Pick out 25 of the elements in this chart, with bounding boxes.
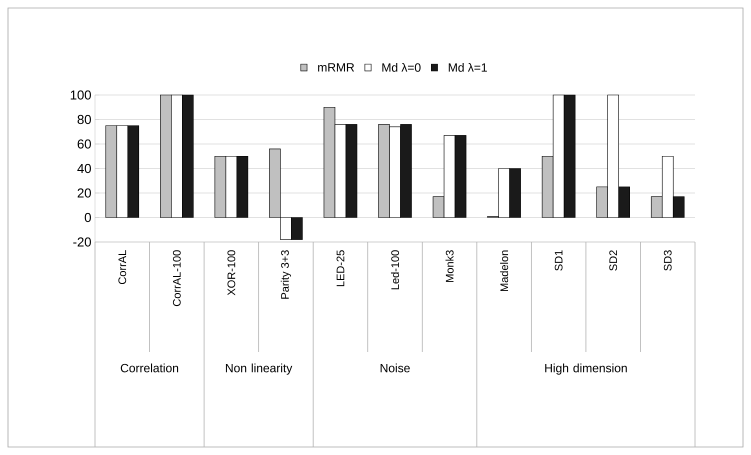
x-tick-label: CorrAL — [118, 250, 126, 284]
x-tick-label: LED-25 — [336, 250, 344, 286]
y-tick-label: 20 — [78, 188, 91, 198]
text: Non linearity — [226, 364, 292, 375]
x-tick-label: Madelon — [500, 250, 508, 292]
x-tick-label: Led-100 — [390, 250, 400, 290]
y-tick-label: 60 — [78, 139, 91, 149]
y-tick-label: 80 — [78, 114, 91, 124]
x-tick-label: XOR-100 — [227, 250, 236, 296]
text: Noise — [380, 364, 410, 372]
y-tick-label: 40 — [77, 164, 91, 174]
x-tick-label: CorrAL-100 — [172, 250, 181, 306]
x-tick-label: SD2 — [609, 250, 618, 271]
legend-label: mRMR — [318, 63, 354, 72]
y-tick-label: -20 — [73, 237, 91, 247]
text: High dimension — [545, 364, 627, 375]
x-tick-label: Parity 3+3 — [280, 250, 292, 299]
legend-label: Md λ=0 — [382, 62, 421, 72]
x-tick-label: SD3 — [664, 250, 672, 271]
x-tick-label: Monk3 — [446, 250, 454, 282]
y-tick-label: 100 — [70, 90, 91, 100]
y-tick-label: 0 — [84, 212, 91, 222]
legend-label: Md λ=1 — [448, 62, 487, 72]
text: Correlation — [120, 364, 178, 372]
x-tick-label: SD1 — [554, 250, 563, 271]
